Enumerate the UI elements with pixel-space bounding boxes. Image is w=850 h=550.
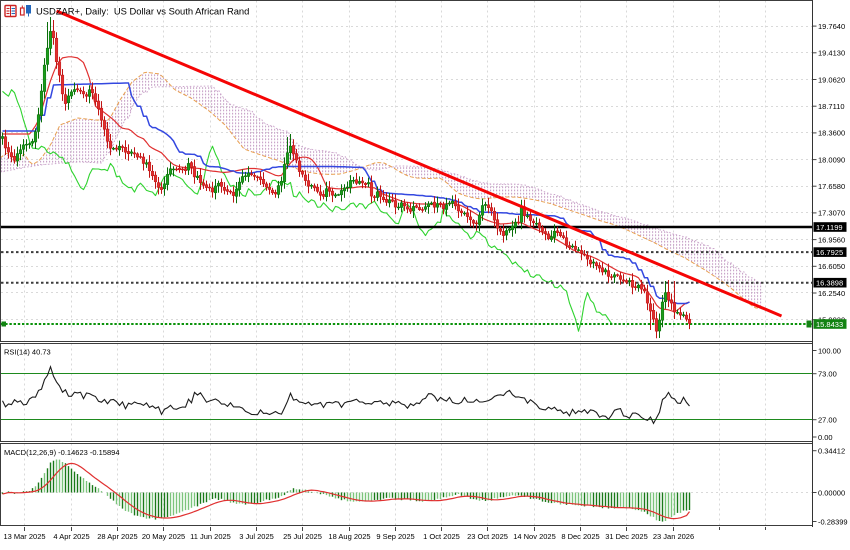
svg-text:1 Oct 2025: 1 Oct 2025 [423, 532, 460, 541]
svg-text:27.00: 27.00 [818, 416, 837, 425]
svg-text:19.0620: 19.0620 [818, 75, 845, 84]
svg-text:16.3898: 16.3898 [816, 279, 843, 288]
svg-text:16.6050: 16.6050 [818, 262, 845, 271]
svg-text:23 Jan 2026: 23 Jan 2026 [653, 532, 694, 541]
svg-text:16.7925: 16.7925 [816, 248, 843, 257]
svg-text:17.3070: 17.3070 [818, 209, 845, 218]
svg-text:19.4130: 19.4130 [818, 49, 845, 58]
svg-text:17.1199: 17.1199 [816, 223, 843, 232]
svg-text:25 Jul 2025: 25 Jul 2025 [283, 532, 322, 541]
svg-text:15.8433: 15.8433 [816, 320, 843, 329]
svg-text:MACD(12,26,9) -0.14623 -0.1589: MACD(12,26,9) -0.14623 -0.15894 [4, 448, 120, 457]
svg-text:0.00: 0.00 [818, 433, 833, 442]
svg-text:18 Aug 2025: 18 Aug 2025 [328, 532, 370, 541]
svg-text:18.0090: 18.0090 [818, 155, 845, 164]
svg-text:3 Jul 2025: 3 Jul 2025 [239, 532, 274, 541]
svg-text:31 Dec 2025: 31 Dec 2025 [605, 532, 648, 541]
svg-text:8 Dec 2025: 8 Dec 2025 [561, 532, 599, 541]
svg-text:-0.28399: -0.28399 [818, 517, 848, 526]
svg-text:RSI(14) 40.73: RSI(14) 40.73 [4, 348, 51, 357]
svg-text:14 Nov 2025: 14 Nov 2025 [513, 532, 556, 541]
svg-text:100.00: 100.00 [818, 346, 841, 355]
svg-text:0.34412: 0.34412 [818, 447, 845, 456]
svg-text:USDZAR+, Daily: US Dollar vs: USDZAR+, Daily: US Dollar vs South Afric… [36, 6, 249, 17]
svg-text:16.2540: 16.2540 [818, 289, 845, 298]
svg-text:9 Sep 2025: 9 Sep 2025 [376, 532, 414, 541]
svg-text:18.7110: 18.7110 [818, 102, 845, 111]
svg-text:18.3600: 18.3600 [818, 129, 845, 138]
svg-text:16.9560: 16.9560 [818, 235, 845, 244]
svg-text:11 Jun 2025: 11 Jun 2025 [190, 532, 231, 541]
svg-text:4 Apr 2025: 4 Apr 2025 [53, 532, 89, 541]
svg-text:20 May 2025: 20 May 2025 [142, 532, 185, 541]
svg-text:19.7640: 19.7640 [818, 22, 845, 31]
svg-text:23 Oct 2025: 23 Oct 2025 [467, 532, 508, 541]
svg-text:13 Mar 2025: 13 Mar 2025 [3, 532, 45, 541]
svg-text:73.00: 73.00 [818, 370, 837, 379]
svg-text:0.00000: 0.00000 [818, 488, 845, 497]
svg-text:17.6580: 17.6580 [818, 182, 845, 191]
svg-text:28 Apr 2025: 28 Apr 2025 [97, 532, 137, 541]
